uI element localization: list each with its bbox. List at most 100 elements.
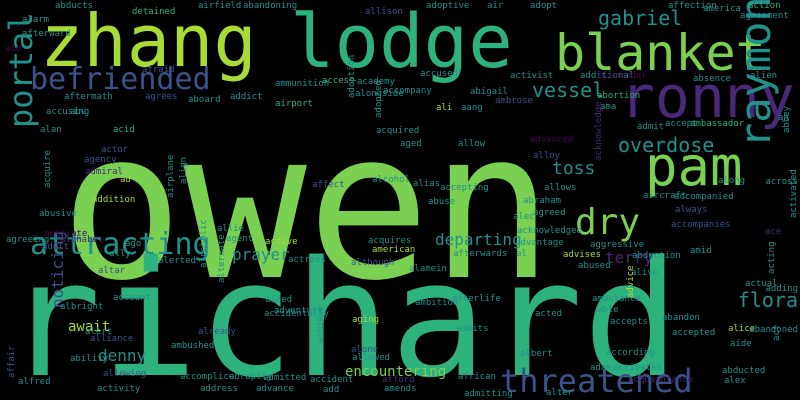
- word-advanced: advanced: [530, 135, 574, 145]
- word-detained: detained: [132, 7, 176, 17]
- word-aircraft: aircraft: [643, 191, 687, 201]
- word-aboard: aboard: [188, 95, 221, 105]
- word-allison: allison: [365, 7, 403, 17]
- word-airplane: airplane: [166, 154, 176, 198]
- word-zhang: zhang: [40, 0, 257, 83]
- word-allowing: allowing: [103, 369, 147, 379]
- word-advice: advice: [626, 265, 636, 298]
- word-al: al: [516, 249, 527, 259]
- word-abruptly: abruptly: [229, 372, 273, 382]
- word-accompany: accompany: [383, 86, 432, 96]
- word-adult: adult: [42, 242, 70, 252]
- word-alexander: alexander: [598, 71, 647, 81]
- word-accompanies: accompanies: [671, 220, 731, 230]
- word-aged: aged: [400, 139, 422, 149]
- word-owen: owen: [60, 88, 554, 326]
- word-account: account: [113, 293, 151, 303]
- word-ali: ali: [436, 103, 453, 113]
- word-prayer: prayer: [232, 245, 290, 264]
- word-accidentally: accidentally: [264, 309, 330, 319]
- word-albert: albert: [520, 349, 553, 359]
- word-actor: actor: [101, 145, 129, 155]
- word-agreement: agreement: [740, 11, 789, 21]
- word-afterwards: afterwards: [453, 249, 508, 259]
- word-alloy: alloy: [533, 151, 561, 161]
- word-agreed: agreed: [533, 208, 566, 218]
- word-albright: albright: [60, 302, 104, 312]
- word-activity: activity: [97, 384, 141, 394]
- word-although: although: [351, 258, 395, 268]
- word-adopted: adopted: [374, 80, 384, 118]
- word-agrees: agrees: [145, 92, 178, 102]
- word-adam: adam: [590, 363, 612, 373]
- word-address: address: [200, 384, 238, 394]
- word-academy: academy: [357, 77, 395, 87]
- word-ammunition: ammunition: [275, 79, 330, 89]
- word-toss: toss: [552, 158, 596, 179]
- word-amends: amends: [384, 384, 417, 394]
- word-adoption: adoption: [347, 54, 357, 98]
- word-attracting: attracting: [30, 227, 211, 262]
- word-terry: terry: [605, 248, 654, 267]
- word-alec: alec: [513, 212, 535, 222]
- word-aftermath: aftermath: [64, 92, 113, 102]
- word-amid: amid: [690, 246, 712, 256]
- word-flora: flora: [737, 288, 798, 312]
- word-acknowledged: acknowledged: [517, 226, 583, 236]
- word-denny: denny: [98, 346, 147, 365]
- word-accusing: accusing: [46, 107, 90, 117]
- word-abducts: abducts: [55, 1, 93, 11]
- word-aging: aging: [352, 315, 380, 325]
- word-aggressive: aggressive: [590, 240, 645, 250]
- word-according: according: [606, 348, 655, 358]
- word-ambushed: ambushed: [171, 341, 215, 351]
- word-accompanied: accompanied: [674, 192, 734, 202]
- word-afford: afford: [382, 375, 415, 385]
- word-actress: actress: [288, 255, 326, 265]
- word-adding: adding: [765, 284, 798, 294]
- word-ama: ama: [600, 102, 617, 112]
- word-accident: accident: [310, 375, 354, 385]
- word-abu: abu: [70, 107, 87, 117]
- word-allowed: allowed: [352, 353, 390, 363]
- word-achieve: achieve: [316, 305, 326, 343]
- word-along: along: [718, 176, 746, 186]
- word-afterlife: afterlife: [452, 294, 501, 304]
- word-richard: richard: [5, 226, 680, 400]
- word-active: active: [265, 237, 298, 247]
- word-abraham: abraham: [523, 196, 561, 206]
- word-abducted: abducted: [722, 366, 766, 376]
- word-advises: advises: [563, 250, 601, 260]
- word-african: african: [458, 372, 496, 382]
- word-already: already: [198, 327, 236, 337]
- word-alex: alex: [724, 376, 746, 386]
- word-addict: addict: [230, 92, 263, 102]
- word-adopt: adopt: [530, 1, 558, 11]
- word-acted: acted: [535, 309, 563, 319]
- word-acquaintance: acquaintance: [628, 375, 694, 385]
- word-alone: alone: [351, 345, 379, 355]
- word-abandoned: abandoned: [749, 325, 798, 335]
- word-befriended: befriended: [30, 62, 211, 97]
- word-alternate: alternate: [217, 234, 227, 283]
- word-ally: ally: [109, 249, 131, 259]
- word-ronny: ronny: [620, 63, 795, 131]
- word-admit: admit: [637, 122, 665, 132]
- word-abbey: abbey: [782, 105, 792, 133]
- word-pam: pam: [645, 135, 743, 198]
- word-allows: allows: [544, 183, 577, 193]
- word-alter: alter: [546, 388, 574, 398]
- word-admitting: admitting: [464, 389, 513, 399]
- word-american: american: [372, 245, 416, 255]
- word-alerted: alerted: [158, 256, 196, 266]
- word-align: align: [179, 156, 189, 184]
- word-america: america: [703, 4, 741, 14]
- word-addition: addition: [92, 195, 136, 205]
- word-accept: accept: [665, 119, 698, 129]
- word-ace: ace: [765, 227, 782, 237]
- word-accepts: accepts: [610, 317, 648, 327]
- word-agreeing: agreeing: [6, 235, 50, 245]
- word-accepting: accepting: [440, 183, 489, 193]
- word-overdose: overdose: [618, 133, 715, 157]
- word-accused: accused: [420, 69, 458, 79]
